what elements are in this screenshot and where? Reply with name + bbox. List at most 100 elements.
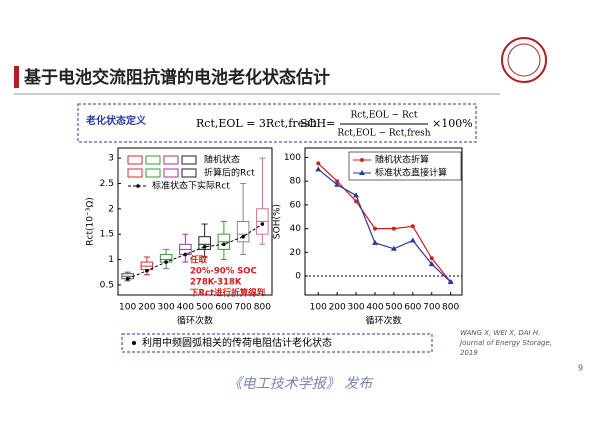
legend-swatch — [181, 155, 197, 165]
point — [409, 237, 416, 243]
y-tick-label: 40 — [290, 224, 302, 234]
x-tick-label: 200 — [138, 303, 155, 313]
legend-frame — [348, 151, 462, 181]
definition-label: 老化状态定义 — [85, 114, 147, 127]
x-tick-label: 700 — [423, 303, 440, 313]
denominator: Rct,EOL − Rct,fresh — [337, 129, 430, 139]
x-tick-label: 600 — [215, 303, 232, 313]
x-tick-label: 400 — [366, 303, 383, 313]
point — [429, 256, 434, 261]
y-tick-label: 3 — [108, 154, 114, 164]
legend-marker — [360, 158, 364, 162]
x-tick-label: 100 — [310, 303, 327, 313]
reference-point — [241, 234, 245, 239]
y-tick-label: 60 — [290, 200, 302, 210]
legend-label: 标准状态下实际Rct — [152, 180, 230, 192]
box — [236, 221, 250, 243]
point — [447, 278, 454, 284]
citation: Journal of Energy Storage, — [458, 339, 552, 347]
point — [390, 245, 397, 251]
point — [372, 226, 377, 231]
y-axis-label: Rct(10⁻³Ω) — [86, 197, 96, 245]
point — [335, 179, 340, 184]
x-tick-label: 300 — [347, 303, 364, 313]
legend-swatch — [127, 155, 143, 165]
point — [315, 166, 322, 172]
point — [353, 192, 360, 198]
y-tick-label: 2 — [108, 204, 114, 214]
point — [334, 181, 341, 187]
x-tick-label: 800 — [442, 303, 459, 313]
slide-title: 基于电池交流阻抗谱的电池老化状态估计 — [23, 67, 330, 88]
reference-point — [183, 252, 188, 257]
x-tick-label: 100 — [119, 303, 136, 313]
numerator: Rct,EOL − Rct — [351, 111, 418, 121]
citation: 2019 — [460, 349, 478, 357]
percent: ×100% — [432, 117, 473, 130]
y-tick-label: 1 — [108, 255, 114, 265]
x-tick-label: 200 — [329, 303, 346, 313]
point — [391, 226, 396, 231]
reference-point — [164, 260, 168, 264]
legend-label: 标准状态直接计算 — [375, 167, 447, 179]
soh-label: SOH= — [300, 117, 335, 130]
reference-line — [127, 223, 263, 280]
series-line — [317, 162, 452, 283]
page-number: 9 — [578, 364, 583, 373]
legend-label: 折算后的Rct — [204, 167, 255, 179]
x-tick-label: 700 — [235, 303, 252, 313]
y-tick-label: 100 — [284, 153, 301, 163]
box — [198, 236, 211, 250]
reference-point — [202, 245, 207, 249]
x-tick-label: 500 — [196, 303, 213, 313]
legend-marker — [136, 184, 140, 188]
annotation: 任取 — [189, 255, 208, 266]
x-axis-label: 循环次数 — [365, 315, 401, 327]
bullet-text: 利用中频圆弧相关的传荷电阻估计老化状态 — [142, 336, 332, 349]
y-tick-label: 0 — [295, 272, 301, 282]
legend-label: 随机状态折算 — [375, 154, 429, 166]
legend-swatch — [181, 168, 197, 178]
reference-point — [125, 276, 130, 281]
legend-swatch — [127, 168, 143, 178]
y-tick-label: 1.5 — [100, 230, 114, 240]
x-tick-label: 500 — [385, 303, 402, 313]
equation: Rct,EOL = 3Rct,fresh — [196, 117, 317, 130]
point — [371, 239, 378, 245]
reference-point — [145, 268, 149, 273]
bullet-box — [121, 333, 433, 353]
legend-label: 随机状态 — [204, 154, 240, 166]
definition-box — [77, 103, 477, 143]
legend-swatch — [145, 155, 161, 165]
legend-marker — [359, 170, 365, 175]
x-tick-label: 400 — [177, 303, 194, 313]
point — [410, 224, 415, 229]
citation: WANG X, WEI X, DAI H. — [460, 329, 540, 337]
legend-swatch — [145, 168, 161, 178]
y-tick-label: 0.5 — [100, 280, 114, 290]
reference-point — [260, 222, 265, 226]
x-tick-label: 600 — [404, 303, 421, 313]
x-tick-label: 300 — [158, 303, 175, 313]
annotation: 下Rct进行折算得到 — [190, 288, 265, 299]
footer: 《电工技术学报》 发布 — [228, 376, 374, 392]
point — [316, 161, 321, 166]
logo-inner — [507, 43, 541, 77]
x-axis-label: 循环次数 — [177, 315, 213, 327]
y-tick-label: 20 — [290, 248, 302, 258]
y-axis-label: SOH(%) — [273, 204, 283, 239]
legend-swatch — [163, 168, 179, 178]
annotation: 278K-318K — [190, 278, 242, 288]
point — [428, 261, 435, 267]
x-tick-label: 800 — [254, 303, 271, 313]
reference-point — [222, 242, 226, 247]
annotation: 20%-90% SOC — [190, 267, 257, 277]
legend-swatch — [163, 155, 179, 165]
point — [354, 199, 359, 204]
logo — [501, 37, 547, 83]
title-bar — [14, 66, 19, 88]
series-line — [317, 168, 452, 283]
bullet-dot — [132, 341, 136, 345]
y-tick-label: 80 — [290, 177, 302, 187]
